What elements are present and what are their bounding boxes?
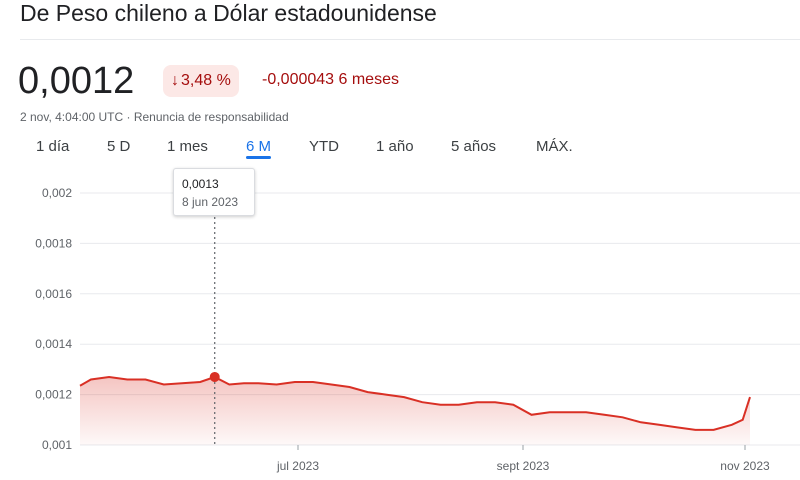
price-area xyxy=(80,377,750,445)
x-tick-label: sept 2023 xyxy=(497,459,550,473)
hover-point xyxy=(209,371,220,382)
current-rate: 0,0012 xyxy=(18,60,135,102)
tab-ytd[interactable]: YTD xyxy=(309,138,339,155)
tab-5-d[interactable]: 5 D xyxy=(107,138,131,155)
change-badge: ↓ 3,48 % xyxy=(163,65,239,97)
y-tick-label: 0,0018 xyxy=(35,236,72,250)
y-tick-label: 0,0016 xyxy=(35,287,72,301)
tab-6-m[interactable]: 6 M xyxy=(246,138,272,159)
tooltip-value: 0,0013 xyxy=(182,177,219,191)
tab-1-ano[interactable]: 1 año xyxy=(376,138,414,155)
arrow-down-icon: ↓ xyxy=(171,72,179,89)
y-tick-label: 0,0014 xyxy=(35,337,72,351)
page-title: De Peso chileno a Dólar estadounidense xyxy=(20,0,437,26)
y-tick-label: 0,002 xyxy=(42,186,72,200)
price-line xyxy=(79,375,751,431)
disclaimer-link[interactable]: Renuncia de responsabilidad xyxy=(133,110,289,124)
x-tick-label: jul 2023 xyxy=(276,459,319,473)
meta-separator: · xyxy=(123,110,134,124)
tab-max[interactable]: MÁX. xyxy=(536,138,573,155)
tab-5-anos[interactable]: 5 años xyxy=(451,138,497,155)
chart-tooltip: 0,0013 8 jun 2023 xyxy=(173,168,255,216)
timestamp: 2 nov, 4:04:00 UTC xyxy=(20,110,124,124)
change-absolute: -0,000043 6 meses xyxy=(262,71,399,88)
x-tick-label: nov 2023 xyxy=(720,459,770,473)
rate-chart[interactable]: 0,001 0,0012 0,0014 0,0016 0,0018 0,002 jul 2… xyxy=(0,165,800,480)
y-tick-label: 0,001 xyxy=(42,438,72,452)
tab-1-dia[interactable]: 1 día xyxy=(36,138,70,155)
quote-meta: 2 nov, 4:04:00 UTC · Renuncia de respons… xyxy=(20,110,289,124)
y-tick-label: 0,0012 xyxy=(35,388,72,402)
tab-1-mes[interactable]: 1 mes xyxy=(167,138,208,155)
change-percent: 3,48 % xyxy=(181,72,231,89)
divider xyxy=(20,39,800,40)
tooltip-date: 8 jun 2023 xyxy=(182,195,239,209)
